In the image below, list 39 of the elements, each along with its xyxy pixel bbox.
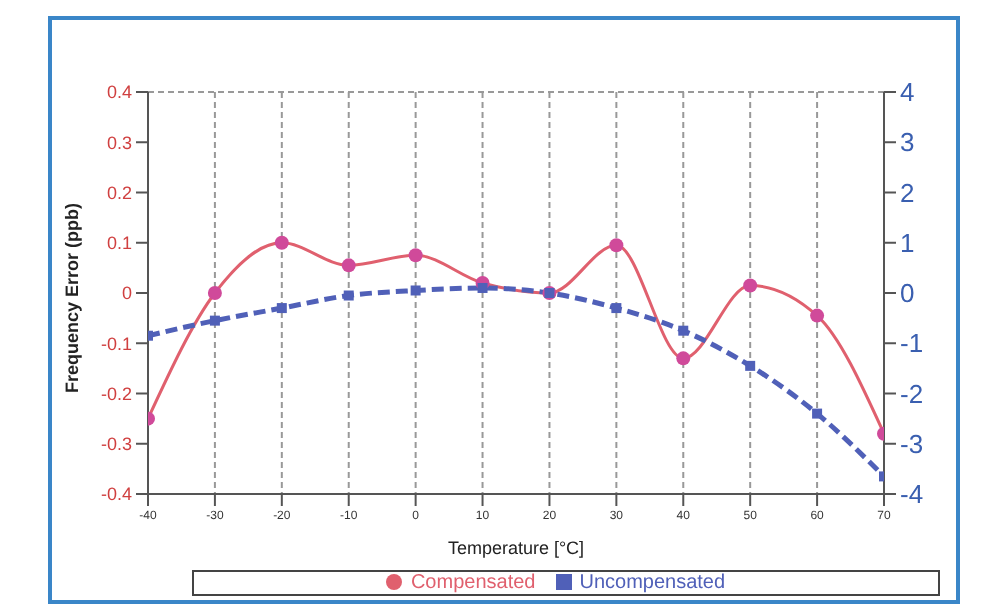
y-tick-label: 0.3 (106, 132, 132, 153)
y2-tick-label: -4 (900, 479, 924, 510)
y2-tick-label: 4 (900, 77, 915, 108)
y-tick-label: -0.3 (100, 434, 132, 455)
point (410, 285, 421, 296)
y-tick-label: 0.2 (106, 182, 132, 203)
point (810, 308, 825, 323)
y-tick-label: -0.1 (100, 333, 132, 354)
point (341, 258, 356, 273)
point (408, 248, 423, 263)
y-tick-label: 0.4 (106, 82, 132, 103)
point (678, 325, 689, 336)
x-axis-title: Temperature [°C] (447, 538, 585, 558)
point (609, 238, 624, 253)
y2-tick-label: 1 (900, 227, 915, 258)
point (209, 315, 220, 326)
point (207, 286, 222, 300)
y2-tick-label: 2 (900, 177, 915, 208)
y-tick-label: -0.2 (100, 383, 132, 404)
y2-tick-label: -3 (900, 428, 924, 459)
point (812, 408, 823, 419)
point (745, 360, 756, 371)
point (676, 351, 691, 366)
y2-tick-label: 3 (900, 127, 915, 158)
legend-label: Uncompensated (579, 572, 726, 594)
y-tick-label: 0.1 (106, 233, 132, 254)
point (274, 235, 289, 250)
point (276, 303, 287, 314)
y-axis-title: Frequency Error (ppb) (62, 202, 83, 393)
point (743, 278, 758, 293)
y-tick-label: -0.4 (100, 484, 132, 505)
y2-tick-label: -2 (900, 378, 924, 409)
point (477, 282, 488, 293)
y2-tick-label: -1 (900, 328, 924, 359)
y2-tick-label: 0 (900, 278, 915, 309)
legend-label: Compensated (410, 572, 536, 594)
point (343, 290, 354, 301)
point (611, 303, 622, 314)
y-tick-label: 0 (121, 283, 132, 304)
